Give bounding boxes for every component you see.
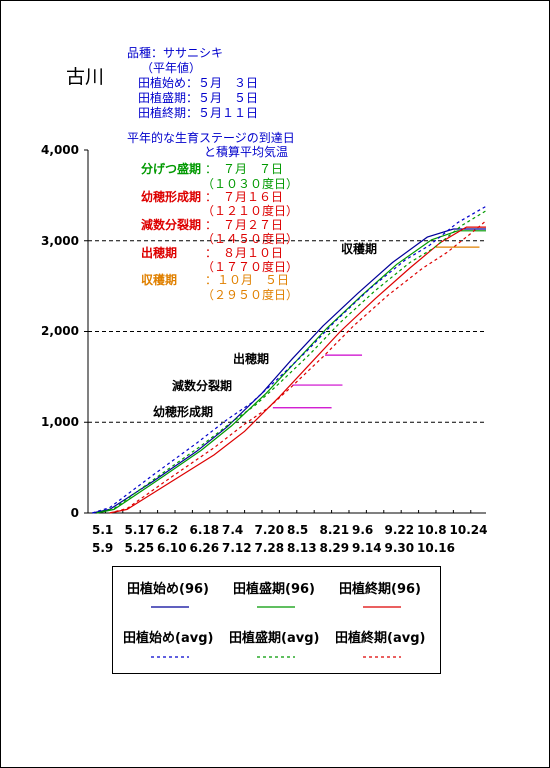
x-tick-bottom-label: 9.14 (352, 541, 382, 555)
series-line-0 (92, 228, 486, 514)
y-tick-2000: 2,000 (41, 324, 79, 338)
series-line-3 (92, 205, 487, 514)
x-tick-top-label: 6.2 (157, 523, 179, 537)
stage-days-heading: （１７７０度日） (202, 260, 299, 274)
y-tick-1000: 1,000 (41, 415, 79, 429)
stage-marker-label-2: 出穂期 (233, 352, 270, 366)
x-tick-top-label: 7.20 (254, 523, 285, 537)
y-tick-0: 0 (70, 506, 79, 520)
x-tick-bottom-label: 7.28 (254, 541, 285, 555)
x-tick-bottom-label: 6.26 (189, 541, 220, 555)
stage-days-meiosis: （１４５０度日） (202, 232, 299, 246)
planting-start-info: 田植始め：５月 ３日 (138, 76, 259, 90)
series-line-2 (109, 226, 486, 514)
variety-label: 品種：ササニシキ (127, 46, 224, 60)
x-tick-top-label: 9.22 (384, 523, 415, 537)
series-line-5 (109, 220, 487, 514)
planting-end-info: 田植終期：５月１１日 (138, 106, 259, 120)
y-tick-4000: 4,000 (41, 143, 79, 157)
stage-date-meiosis: ： ７月２７日 (205, 218, 284, 232)
x-tick-bottom-label: 6.10 (157, 541, 187, 555)
subtitle-line1: 平年的な生育ステージの到達日 (127, 131, 295, 145)
x-tick-bottom-label: 5.9 (92, 541, 114, 555)
stage-days-harvest: （２９５０度日） (202, 288, 299, 302)
legend-label-endavg: 田植終期(avg) (335, 631, 426, 646)
series-line-4 (96, 210, 487, 514)
x-tick-top-label: 7.4 (222, 523, 244, 537)
stage-date-harvest: ：１０月 ５日 (205, 273, 290, 287)
x-tick-top-label: 10.8 (417, 523, 447, 537)
x-tick-top-label: 10.24 (449, 523, 488, 537)
stage-marker-label-1: 減数分裂期 (172, 379, 233, 393)
stage-name-harvest: 収穫期 (141, 273, 178, 287)
legend-swatches (151, 606, 401, 658)
stage-days-panicle: （１２１０度日） (202, 204, 299, 218)
y-tick-3000: 3,000 (41, 234, 79, 248)
stage-name-tillering: 分げつ盛期 (141, 162, 202, 176)
x-tick-top-label: 5.17 (124, 523, 155, 537)
stage-name-panicle: 幼穂形成期 (141, 190, 202, 204)
legend-label-start96: 田植始め(96) (127, 582, 209, 597)
x-tick-top-label: 9.6 (352, 523, 374, 537)
average-note: （平年値） (141, 61, 202, 75)
stage-marker-label-3: 収穫期 (341, 242, 378, 256)
legend-label-peak96: 田植盛期(96) (233, 582, 315, 597)
x-tick-bottom-label: 8.29 (319, 541, 350, 555)
stage-date-heading: ： ８月１０日 (205, 246, 284, 260)
x-tick-bottom-label: 10.16 (417, 541, 455, 555)
legend-label-startavg: 田植始め(avg) (123, 631, 214, 646)
legend-label-peakavg: 田植盛期(avg) (229, 631, 320, 646)
accumulated-temperature-chart (84, 149, 487, 514)
stage-name-meiosis: 減数分裂期 (141, 218, 202, 232)
x-tick-bottom-label: 7.12 (222, 541, 252, 555)
stage-marker-label-0: 幼穂形成期 (153, 405, 214, 419)
legend-label-end96: 田植終期(96) (339, 582, 421, 597)
stage-name-heading: 出穂期 (141, 246, 178, 260)
x-tick-top-label: 8.21 (319, 523, 350, 537)
x-tick-top-label: 8.5 (287, 523, 309, 537)
stage-date-tillering: ： ７月 ７日 (205, 162, 284, 176)
x-tick-top-label: 6.18 (189, 523, 220, 537)
planting-peak-info: 田植盛期：５月 ５日 (138, 91, 259, 105)
legend: 田植始め(96) 田植盛期(96) 田植終期(96) 田植始め(avg) 田植盛… (112, 566, 441, 674)
x-tick-bottom-label: 5.25 (124, 541, 155, 555)
x-tick-bottom-label: 8.13 (287, 541, 317, 555)
series-line-1 (96, 230, 486, 514)
station-name: 古川 (66, 66, 105, 88)
stage-days-tillering: （１０３０度日） (202, 177, 299, 191)
subtitle-line2: と積算平均気温 (204, 145, 289, 159)
x-tick-bottom-label: 9.30 (384, 541, 415, 555)
x-tick-top-label: 5.1 (92, 523, 114, 537)
stage-date-panicle: ： ７月１６日 (205, 190, 284, 204)
